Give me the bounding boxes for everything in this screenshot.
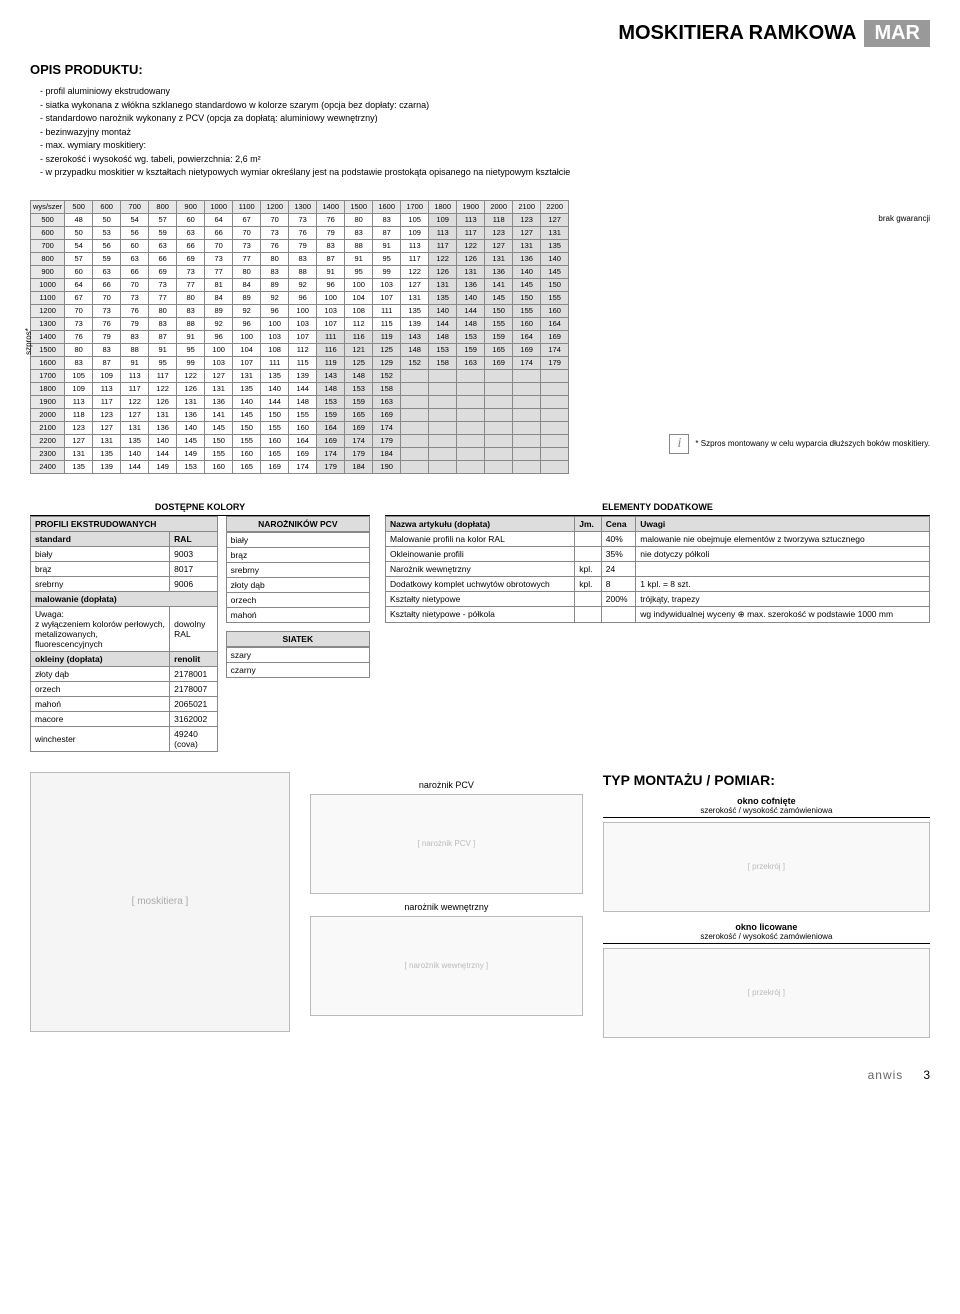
- mount-n2: szerokość / wysokość zamówieniowa: [603, 932, 930, 944]
- mount-diag2: [ przekrój ]: [603, 948, 930, 1038]
- opis-line: - standardowo narożnik wykonany z PCV (o…: [40, 112, 930, 126]
- mount-n1: szerokość / wysokość zamówieniowa: [603, 806, 930, 818]
- diag-wew-label: narożnik wewnętrzny: [310, 902, 583, 912]
- mount-title: TYP MONTAŻU / POMIAR:: [603, 772, 930, 788]
- kolory-section: DOSTĘPNE KOLORY PROFILI EKSTRUDOWANYCH s…: [30, 499, 370, 752]
- szpros-label: szpros*: [24, 328, 33, 355]
- opis-line: - szerokość i wysokość wg. tabeli, powie…: [40, 153, 930, 167]
- profili-table: PROFILI EKSTRUDOWANYCH standardRAL biały…: [30, 516, 218, 752]
- mount-section: TYP MONTAŻU / POMIAR: okno cofnięte szer…: [603, 772, 930, 1048]
- extras-title: ELEMENTY DODATKOWE: [385, 499, 930, 516]
- info-icon: i: [669, 434, 689, 454]
- page-number: 3: [923, 1068, 930, 1082]
- mount-t1: okno cofnięte: [603, 796, 930, 806]
- opis-line: - bezinwazyjny montaż: [40, 126, 930, 140]
- product-image: [ moskitiera ]: [30, 772, 290, 1032]
- extras-section: ELEMENTY DODATKOWE Nazwa artykułu (dopła…: [385, 499, 930, 752]
- opis-line: - siatka wykonana z włókna szklanego sta…: [40, 99, 930, 113]
- product-title: MOSKITIERA RAMKOWA: [618, 22, 856, 45]
- opis-list: - profil aluminiowy ekstrudowany- siatka…: [30, 85, 930, 180]
- brak-gwarancji-label: brak gwarancji: [878, 214, 930, 223]
- price-table: wys/szer50060070080090010001100120013001…: [30, 200, 569, 474]
- szpros-footnote: i * Szpros montowany w celu wyparcia dłu…: [669, 434, 930, 454]
- narozniki-list: NAROŻNIKÓW PCV białybrązsrebrnyzłoty dąb…: [226, 516, 370, 623]
- diag-pcv-label: narożnik PCV: [310, 780, 583, 790]
- product-code-badge: MAR: [864, 20, 930, 47]
- diagrams-col: narożnik PCV [ narożnik PCV ] narożnik w…: [310, 772, 583, 1048]
- kolory-title: DOSTĘPNE KOLORY: [30, 499, 370, 516]
- page-footer: anwis 3: [30, 1068, 930, 1082]
- siatek-list: SIATEK szaryczarny: [226, 631, 370, 678]
- opis-line: - max. wymiary moskitiery:: [40, 139, 930, 153]
- price-table-wrap: szpros* brak gwarancji wys/szer500600700…: [30, 200, 930, 474]
- page-header: MOSKITIERA RAMKOWA MAR: [30, 20, 930, 47]
- mount-t2: okno licowane: [603, 922, 930, 932]
- footnote-text: * Szpros montowany w celu wyparcia dłużs…: [695, 439, 930, 448]
- opis-title: OPIS PRODUKTU:: [30, 62, 930, 77]
- diag-pcv: [ narożnik PCV ]: [310, 794, 583, 894]
- brand-logo: anwis: [868, 1068, 904, 1082]
- diag-wew: [ narożnik wewnętrzny ]: [310, 916, 583, 1016]
- opis-line: - profil aluminiowy ekstrudowany: [40, 85, 930, 99]
- opis-line: - w przypadku moskitier w kształtach nie…: [40, 166, 930, 180]
- mount-diag1: [ przekrój ]: [603, 822, 930, 912]
- profili-header: PROFILI EKSTRUDOWANYCH: [31, 516, 218, 531]
- mal-note: Uwaga: z wyłączeniem kolorów perłowych, …: [31, 606, 170, 651]
- extras-table: Nazwa artykułu (dopłata)Jm.CenaUwagiMalo…: [385, 516, 930, 623]
